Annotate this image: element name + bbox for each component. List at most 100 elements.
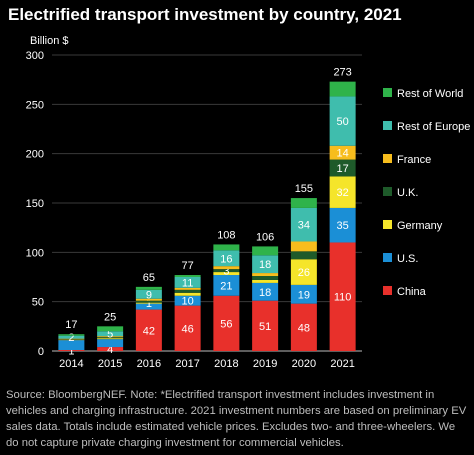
legend-swatch <box>383 88 392 97</box>
bar-segment <box>97 336 124 338</box>
bar-segment <box>174 292 201 296</box>
bar-segment <box>329 242 356 351</box>
legend-label: China <box>397 286 427 298</box>
bar-segment <box>329 81 356 97</box>
bar-segment <box>174 275 201 277</box>
bar-segment <box>213 275 240 296</box>
bar-segment <box>58 340 85 351</box>
bar-segment <box>135 298 162 301</box>
bar-segment-label: 26 <box>298 267 310 279</box>
bar-segment <box>58 334 85 336</box>
bar-segment <box>213 269 240 273</box>
bar-segment <box>290 198 317 208</box>
bar-segment-label: 46 <box>182 323 194 335</box>
bar-segment-label: 2 <box>68 332 74 344</box>
legend-swatch <box>383 154 392 163</box>
legend: Rest of World Rest of Europe France U.K. Ger… <box>383 88 470 298</box>
bar-segment <box>329 96 356 146</box>
bar-segment-label: 18 <box>259 287 271 299</box>
bar-segment <box>213 250 240 267</box>
bar-segment <box>97 331 124 337</box>
bar-segment-label: 50 <box>337 116 349 128</box>
bar-segment <box>290 284 317 304</box>
bar-segment-label: 56 <box>220 318 232 330</box>
bar-segment <box>58 350 85 351</box>
bar-segment-label: 18 <box>259 259 271 271</box>
bar-segment <box>252 276 279 280</box>
legend-label: U.K. <box>397 187 418 199</box>
legend-swatch <box>383 187 392 196</box>
x-tick-label: 2019 <box>253 358 277 370</box>
bar-segment <box>290 207 317 242</box>
bar-segment-label: 11 <box>182 277 193 289</box>
legend-label: U.S. <box>397 253 418 265</box>
y-tick-label: 150 <box>26 198 44 210</box>
bar-segment-label: 1 <box>146 298 152 310</box>
bar-segment <box>213 272 240 276</box>
bar-segment <box>97 338 124 340</box>
y-tick-label: 250 <box>26 99 44 111</box>
bar-segment <box>97 337 124 339</box>
bar-segment-label: 34 <box>298 220 310 232</box>
legend-label: Rest of World <box>397 88 463 100</box>
bar-segment <box>213 244 240 251</box>
bar-segment <box>329 176 356 208</box>
bar-segment-label: 110 <box>334 292 352 304</box>
x-tick-label: 2017 <box>175 358 199 370</box>
legend-label: Germany <box>397 220 443 232</box>
bar-segment <box>252 282 279 301</box>
bars: 1217452542196546101177562131610851181810… <box>58 67 356 358</box>
bar-segment-label: 1 <box>68 346 74 358</box>
bar-segment <box>174 277 201 288</box>
bar-segment <box>135 289 162 299</box>
bar-segment <box>252 279 279 283</box>
bar-segment-label: 10 <box>182 296 194 308</box>
bar-total-label: 77 <box>182 260 194 272</box>
x-tick-label: 2016 <box>137 358 161 370</box>
bar-segment <box>135 300 162 303</box>
bar-segment-label: 48 <box>298 322 310 334</box>
legend-label: France <box>397 154 431 166</box>
bar-segment <box>58 335 85 339</box>
bar-segment <box>135 309 162 351</box>
bar-segment <box>290 241 317 252</box>
bar-segment <box>97 347 124 351</box>
y-tick-label: 200 <box>26 149 44 161</box>
bar-segment <box>135 303 162 310</box>
legend-swatch <box>383 121 392 130</box>
bar-segment <box>174 287 201 290</box>
bar-segment-label: 3 <box>223 266 229 278</box>
bar-segment <box>97 339 124 348</box>
bar-segment <box>174 289 201 293</box>
y-axis-ticks: 0 50 100 150 200 250 300 <box>26 50 44 358</box>
bar-segment <box>213 295 240 351</box>
bar-segment-label: 51 <box>259 321 271 333</box>
y-tick-label: 300 <box>26 50 44 62</box>
y-tick-label: 100 <box>26 247 44 259</box>
legend-swatch <box>383 220 392 229</box>
bar-total-label: 17 <box>65 319 77 331</box>
bar-segment-label: 35 <box>337 220 349 232</box>
bar-segment-label: 9 <box>146 289 152 301</box>
source-footnote: Source: BloombergNEF. Note: *Electrified… <box>6 389 467 449</box>
chart-title: Electrified transport investment by coun… <box>8 5 402 24</box>
bar-segment <box>252 273 279 277</box>
x-tick-label: 2020 <box>292 358 316 370</box>
bar-total-label: 273 <box>333 67 351 79</box>
bar-segment <box>252 300 279 351</box>
bar-segment <box>329 159 356 177</box>
bar-segment <box>174 305 201 351</box>
bar-total-label: 106 <box>256 231 274 243</box>
bar-segment-label: 4 <box>107 344 113 356</box>
bar-segment-label: 42 <box>143 325 155 337</box>
bar-segment <box>174 295 201 306</box>
bar-segment <box>329 207 356 243</box>
y-tick-label: 50 <box>32 297 44 309</box>
bar-segment <box>290 259 317 285</box>
bar-segment <box>135 286 162 290</box>
bar-segment <box>213 266 240 270</box>
y-tick-label: 0 <box>38 346 44 358</box>
bar-segment-label: 32 <box>337 187 349 199</box>
bar-segment-label: 5 <box>107 329 113 341</box>
